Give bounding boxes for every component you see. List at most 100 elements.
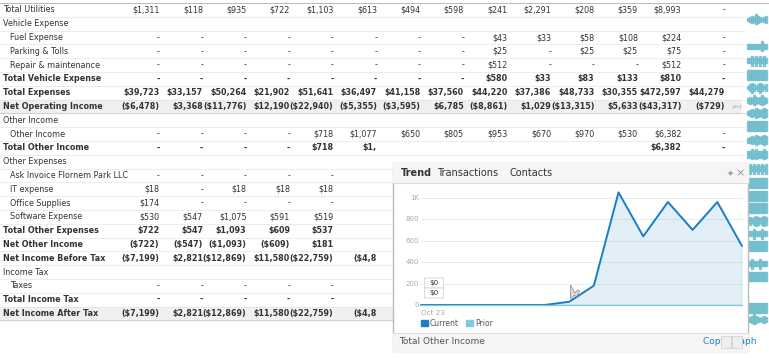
Bar [421,320,428,326]
Text: $1,093: $1,093 [216,226,247,235]
Bar [755,44,757,49]
Text: -: - [244,61,247,69]
Text: -: - [374,74,377,83]
Text: $33: $33 [536,33,551,42]
Text: $50,264: $50,264 [210,88,247,97]
Text: $2,821: $2,821 [172,309,203,318]
Bar [747,111,748,115]
Bar [747,86,748,89]
Text: Parking & Tolls: Parking & Tolls [10,47,68,56]
Bar [753,314,754,324]
Text: ($7,199): ($7,199) [122,254,159,263]
Bar [759,137,761,143]
Text: $3,368: $3,368 [172,102,203,111]
Bar [755,231,757,236]
Bar [755,121,757,131]
Text: $718: $718 [311,144,334,153]
Text: -: - [418,74,421,83]
Bar [749,261,751,266]
Bar [747,44,748,49]
Bar [759,241,761,251]
Bar [759,121,761,131]
Bar [761,151,763,158]
Bar [764,44,765,49]
Bar [749,190,751,200]
Bar [751,303,753,313]
Text: $598: $598 [444,5,464,14]
Text: -: - [287,33,290,42]
Text: $83: $83 [578,74,594,83]
Text: ($4,8: ($4,8 [354,254,377,263]
Bar [761,317,763,322]
Text: -: - [287,144,290,153]
Text: Total Other Income: Total Other Income [399,338,485,347]
Bar [764,97,765,104]
Bar [747,272,748,281]
Bar [759,151,761,158]
Bar [747,137,748,142]
Bar [759,203,761,213]
Bar [755,178,757,188]
Bar [765,190,767,200]
Bar [765,58,767,63]
Text: $208: $208 [574,5,594,14]
Bar [747,121,748,131]
Text: -: - [461,47,464,56]
Bar [749,241,751,251]
Text: $545: $545 [704,212,725,221]
Text: $591: $591 [270,212,290,221]
Text: -: - [722,130,725,139]
Text: $51,641: $51,641 [298,88,334,97]
Text: Other Expenses: Other Expenses [3,157,66,166]
Text: -: - [200,295,203,304]
Text: -: - [287,171,290,180]
Text: Net Other Income: Net Other Income [3,240,83,249]
Bar [759,178,761,188]
Text: $181: $181 [311,240,334,249]
Text: -: - [375,61,377,69]
Bar [751,316,753,323]
Text: -: - [287,281,290,290]
Bar [753,203,754,213]
Text: $8,993: $8,993 [654,5,681,14]
Text: -: - [287,295,290,304]
Text: -: - [375,47,377,56]
Text: -: - [244,171,247,180]
Text: -: - [157,47,159,56]
Bar [757,84,759,91]
Text: $609: $609 [268,226,290,235]
Text: $1,125: $1,125 [694,226,725,235]
Bar [747,178,748,188]
Text: -: - [200,130,203,139]
Text: ($547): ($547) [174,240,203,249]
Bar [761,178,763,188]
Text: $512: $512 [488,61,508,69]
Text: Software Expense: Software Expense [10,212,82,221]
Bar [393,163,748,183]
Bar [757,58,759,63]
Bar [393,333,748,351]
Bar [764,178,765,188]
Bar [753,151,754,158]
Bar [747,203,748,213]
Bar [757,136,759,144]
Text: -: - [678,281,681,290]
Bar [747,166,748,171]
Text: -: - [243,74,247,83]
Text: IT expense: IT expense [10,185,53,194]
Text: Net Operating Income: Net Operating Income [3,102,103,111]
Text: $2,821: $2,821 [172,254,203,263]
Bar [757,190,759,200]
Text: Total Income Tax: Total Income Tax [3,295,78,304]
Bar [764,190,765,200]
Bar [764,135,765,145]
Text: ($1,093): ($1,093) [208,240,247,249]
Text: 800: 800 [405,216,419,222]
Text: -: - [591,61,594,69]
Text: ($1,125): ($1,125) [687,240,725,249]
FancyBboxPatch shape [393,163,748,351]
Text: $2,291: $2,291 [523,5,551,14]
Text: $133: $133 [616,74,638,83]
Text: $41,158: $41,158 [384,88,421,97]
Bar [751,16,753,23]
